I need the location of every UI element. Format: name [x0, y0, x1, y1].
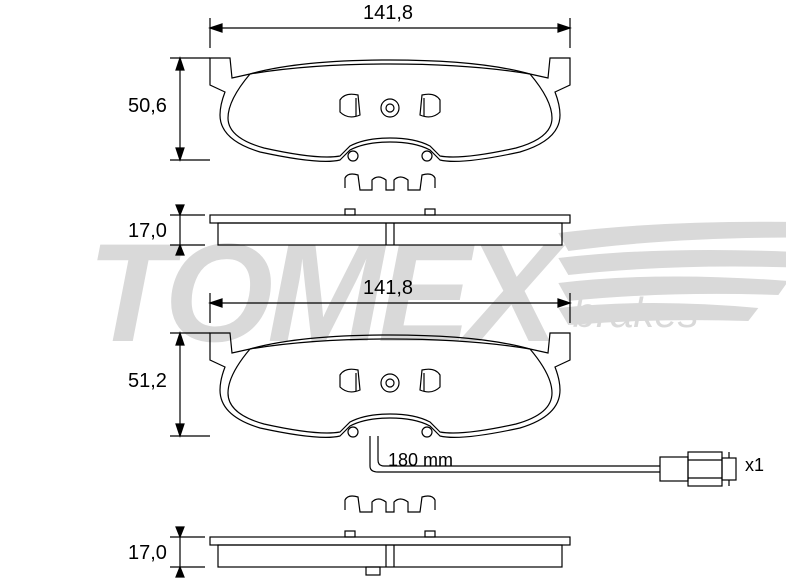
dim-bottom-height: 51,2: [128, 370, 167, 393]
dim-top-height: 50,6: [128, 95, 167, 118]
dim-cable-length: 180 mm: [388, 450, 453, 471]
dim-bottom-thickness: 17,0: [128, 542, 167, 565]
dim-bottom-width: 141,8: [363, 277, 413, 300]
qty-sensor: x1: [745, 455, 764, 476]
dim-top-width: 141,8: [363, 2, 413, 25]
dim-top-thickness: 17,0: [128, 220, 167, 243]
